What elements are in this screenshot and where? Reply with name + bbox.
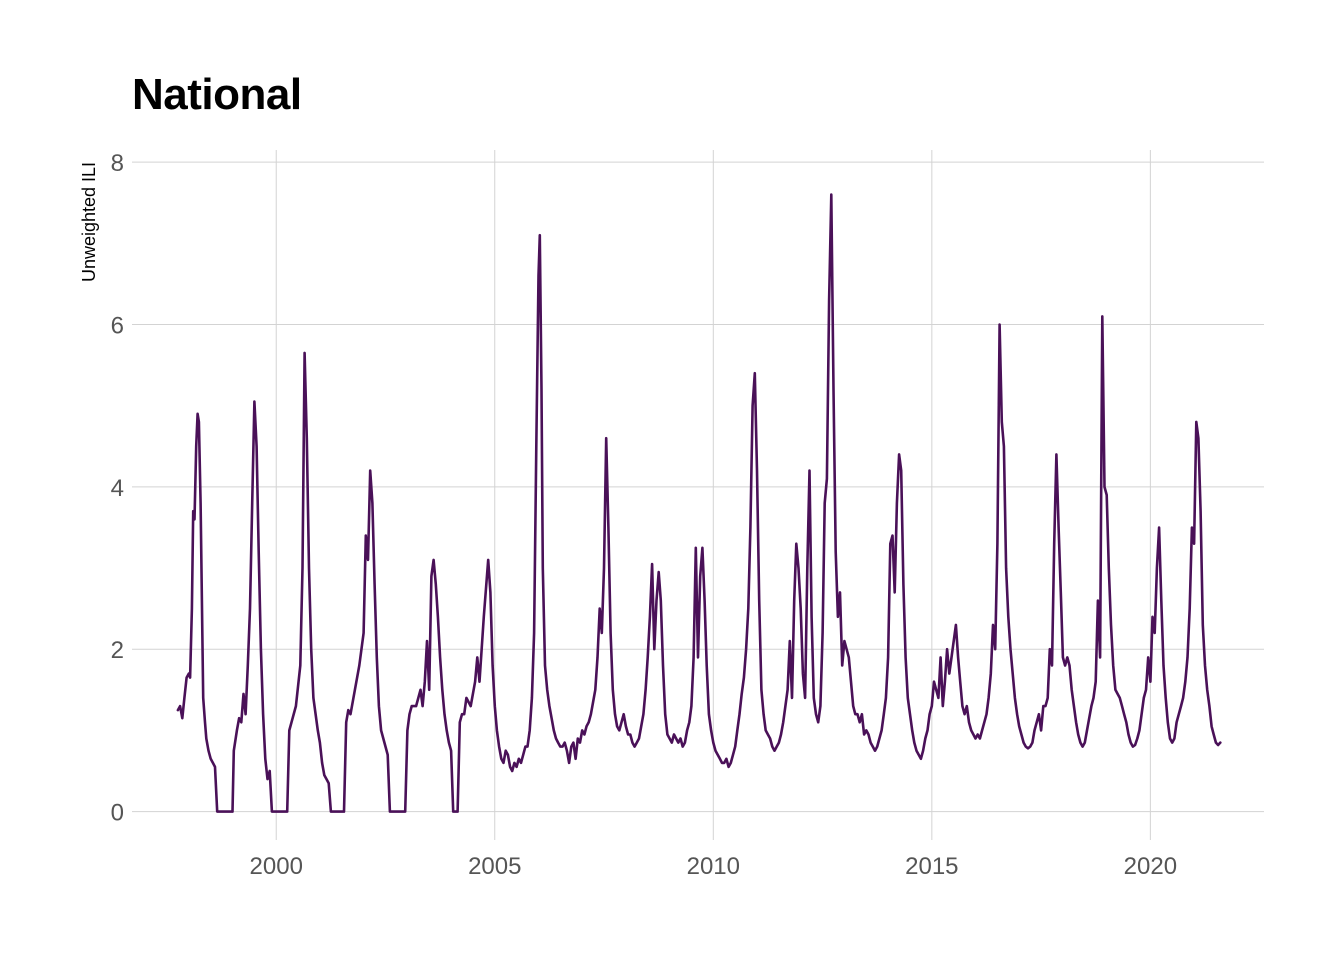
x-tick-label-2000: 2000 — [250, 853, 303, 880]
x-tick-label-2020: 2020 — [1124, 853, 1177, 880]
y-tick-labels: 0 2 4 6 8 — [111, 150, 124, 826]
chart-title: National — [132, 70, 302, 119]
y-tick-label-6: 6 — [111, 313, 124, 340]
y-tick-label-4: 4 — [111, 475, 124, 502]
x-tick-labels: 2000 2005 2010 2015 2020 — [250, 853, 1178, 880]
y-tick-label-2: 2 — [111, 637, 124, 664]
y-axis-title: Unweighted ILI — [79, 162, 99, 282]
x-tick-label-2010: 2010 — [687, 853, 740, 880]
x-tick-label-2015: 2015 — [905, 853, 958, 880]
x-tick-label-2005: 2005 — [468, 853, 521, 880]
y-tick-label-0: 0 — [111, 800, 124, 827]
series-line-unweighted-ili — [176, 193, 1222, 813]
grid-lines — [132, 150, 1264, 840]
y-tick-label-8: 8 — [111, 150, 124, 177]
series-group — [176, 193, 1222, 813]
